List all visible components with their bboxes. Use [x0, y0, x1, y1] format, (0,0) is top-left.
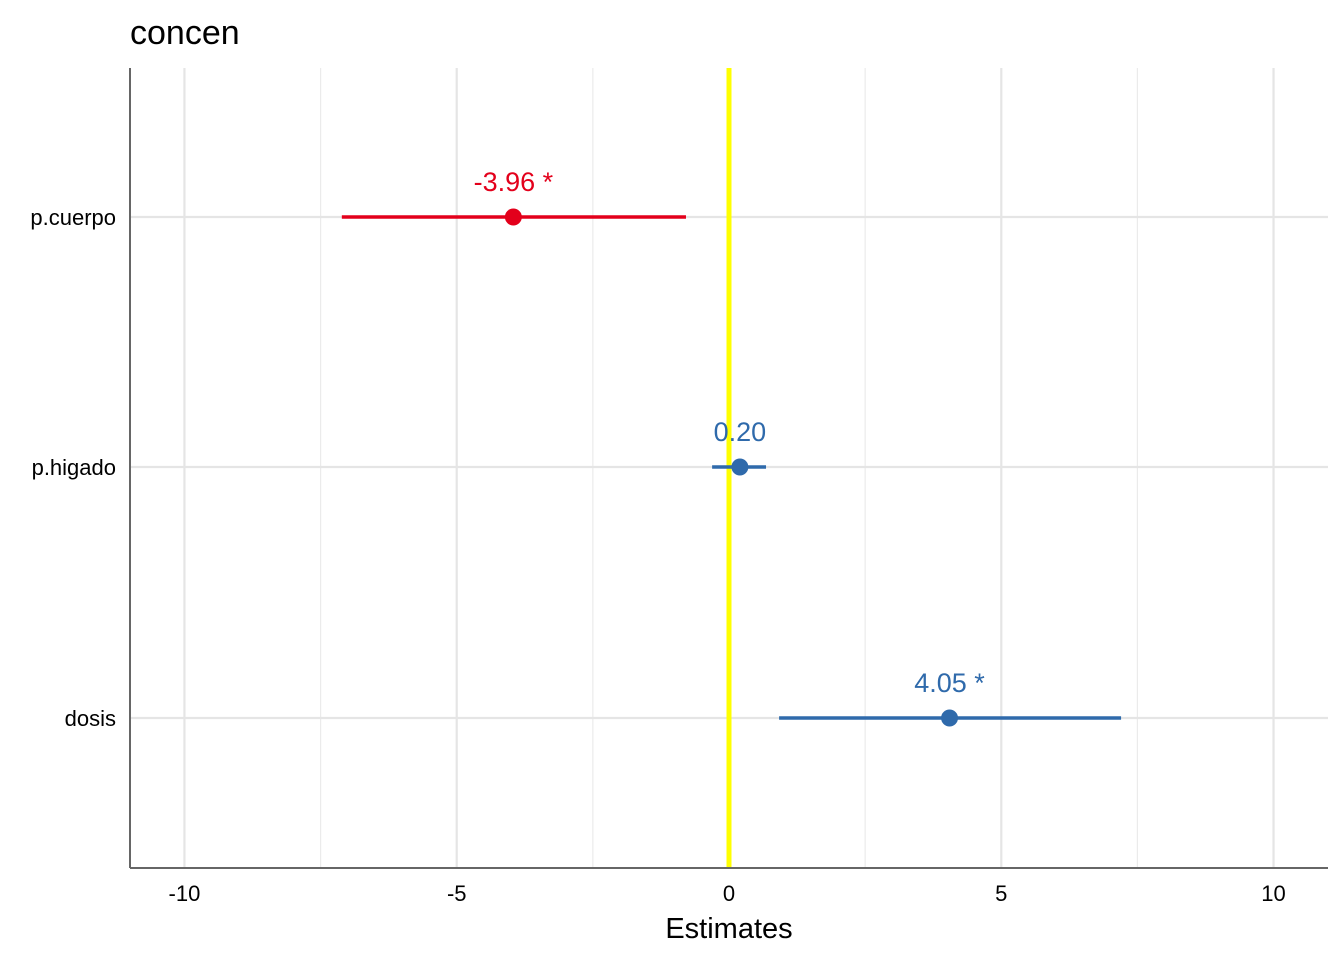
y-tick-labels: p.cuerpo p.higado dosis [30, 205, 116, 731]
x-tick-label: -10 [169, 881, 201, 906]
chart-title: concen [130, 14, 240, 52]
data-label-dosis: 4.05 * [914, 668, 985, 698]
marks: -3.96 * 0.20 4.05 * [341, 167, 1122, 727]
data-label-p.cuerpo: -3.96 * [474, 167, 554, 197]
estimate-point-p.higado [731, 458, 749, 476]
x-tick-label: 0 [723, 881, 735, 906]
data-label-p.higado: 0.20 [714, 417, 767, 447]
x-axis-label: Estimates [665, 913, 792, 945]
estimate-point-dosis [941, 709, 959, 727]
estimate-point-p.cuerpo [504, 208, 522, 226]
y-tick-label: dosis [65, 706, 116, 731]
x-tick-label: -5 [447, 881, 467, 906]
y-tick-label: p.cuerpo [30, 205, 116, 230]
y-tick-label: p.higado [32, 455, 116, 480]
x-tick-labels: -10 -5 0 5 10 [169, 881, 1286, 906]
x-tick-label: 5 [995, 881, 1007, 906]
x-tick-label: 10 [1261, 881, 1285, 906]
